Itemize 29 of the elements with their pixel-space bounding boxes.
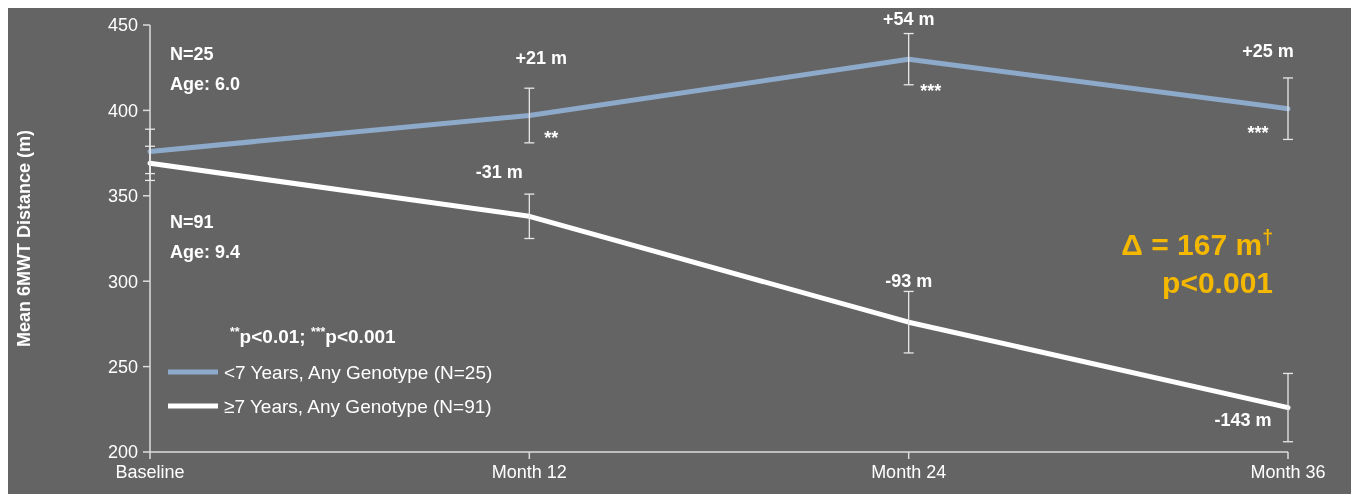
annotation: -93 m <box>885 271 933 292</box>
annotation: Age: 9.4 <box>170 242 241 262</box>
annotation: Age: 6.0 <box>170 74 241 94</box>
y-tick-label: 450 <box>107 15 138 36</box>
x-tick-label: Month 24 <box>871 462 947 482</box>
annotation: N=25 <box>170 44 214 64</box>
annotation: -31 m <box>475 162 523 183</box>
annotation: +25 m <box>1242 40 1294 61</box>
x-tick-label: Month 12 <box>491 462 567 482</box>
y-tick-label: 400 <box>107 100 138 121</box>
legend-label: <7 Years, Any Genotype (N=25) <box>224 361 493 383</box>
annotation: *** <box>920 81 942 102</box>
annotation: $^{**}$p<0.01; $^{***}$p<0.001 <box>230 325 397 347</box>
annotation: p<0.001 <box>1162 266 1273 299</box>
y-tick-label: 350 <box>107 186 138 207</box>
y-tick-label: 250 <box>107 356 138 377</box>
x-tick-label: Baseline <box>115 462 185 482</box>
annotation: +54 m <box>882 9 935 30</box>
annotation: ** <box>544 127 559 148</box>
annotation: Δ = 167 m$^{†}$ <box>1121 226 1273 261</box>
annotation: N=91 <box>170 212 214 232</box>
annotation: -143 m <box>1214 409 1272 430</box>
annotation: *** <box>1247 122 1269 143</box>
annotation: +21 m <box>515 47 568 68</box>
y-axis-title: Mean 6MWT Distance (m) <box>14 129 34 348</box>
y-tick-label: 300 <box>107 271 138 292</box>
y-tick-label: 200 <box>107 442 138 463</box>
x-tick-label: Month 36 <box>1250 462 1326 482</box>
legend-label: ≥7 Years, Any Genotype (N=91) <box>224 395 492 417</box>
